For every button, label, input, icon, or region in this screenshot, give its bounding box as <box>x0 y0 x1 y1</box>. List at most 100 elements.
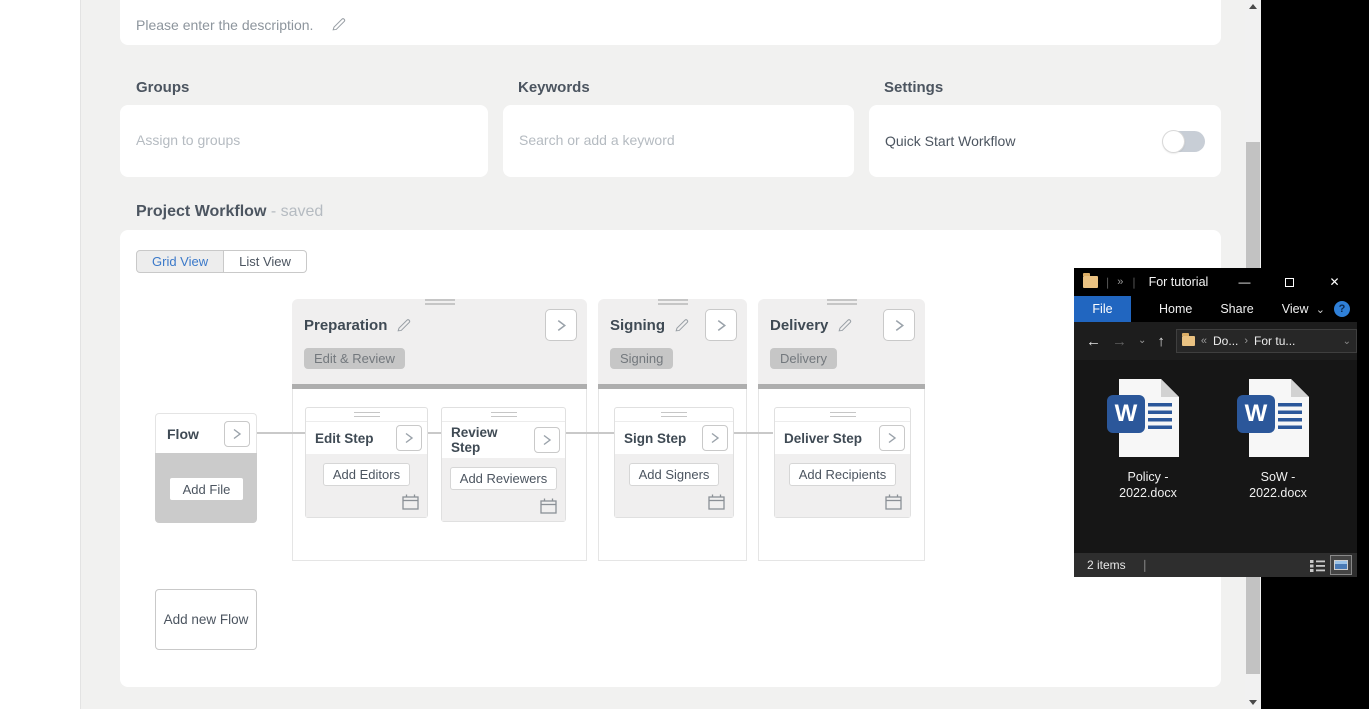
breadcrumb-overflow-icon[interactable]: « <box>1200 335 1208 347</box>
keywords-heading: Keywords <box>518 79 590 96</box>
edit-phase-pencil-icon[interactable] <box>836 317 853 334</box>
phase-preparation: Preparation Edit & Review Edit Step <box>292 293 587 561</box>
edit-description-pencil-icon[interactable] <box>330 16 347 33</box>
description-placeholder[interactable]: Please enter the description. <box>136 16 314 33</box>
step-review: Review Step Add Reviewers <box>441 407 566 522</box>
ribbon-expand-chevron-icon[interactable]: ⌄ <box>1315 303 1325 316</box>
saved-status: - saved <box>270 203 324 220</box>
add-recipients-button[interactable]: Add Recipients <box>788 463 897 486</box>
address-box[interactable]: « Do... › For tu... ⌄ <box>1175 329 1357 353</box>
phase-drag-handle-icon[interactable] <box>826 299 857 305</box>
add-reviewers-button[interactable]: Add Reviewers <box>449 467 558 490</box>
settings-heading: Settings <box>884 79 944 96</box>
step-drag-handle-icon[interactable] <box>775 408 910 422</box>
phase-title: Preparation <box>304 316 388 334</box>
step-drag-handle-icon[interactable] <box>306 408 427 422</box>
left-rail <box>0 0 81 709</box>
tab-share[interactable]: Share <box>1220 302 1254 316</box>
phase-title: Signing <box>610 316 665 334</box>
explorer-status-bar: 2 items ❘ <box>1074 553 1357 577</box>
step-expand-button[interactable] <box>534 427 560 453</box>
file-explorer-window: ❘ » ❘ For tutorial — ✕ File Home Share V… <box>1074 268 1357 577</box>
phase-title: Delivery <box>770 316 829 334</box>
recent-locations-chevron-icon[interactable]: ⌄ <box>1138 335 1147 346</box>
file-name[interactable]: Policy - 2022.docx <box>1119 470 1177 501</box>
edit-phase-pencil-icon[interactable] <box>395 317 412 334</box>
calendar-icon[interactable] <box>402 494 419 510</box>
quick-access-overflow-icon[interactable]: » <box>1117 276 1125 288</box>
address-dropdown-chevron-icon[interactable]: ⌄ <box>1342 335 1351 347</box>
add-signers-button[interactable]: Add Signers <box>628 463 720 486</box>
flow-expand-button[interactable] <box>224 420 250 447</box>
groups-card: Assign to groups <box>120 105 488 177</box>
calendar-icon[interactable] <box>708 494 725 510</box>
step-expand-button[interactable] <box>396 425 422 451</box>
calendar-icon[interactable] <box>540 498 557 514</box>
step-drag-handle-icon[interactable] <box>615 408 733 422</box>
separator: ❘ <box>1103 276 1113 289</box>
file-item-policy[interactable]: W Policy - 2022.docx <box>1096 379 1200 553</box>
quick-start-workflow-toggle[interactable] <box>1163 130 1205 152</box>
file-item-sow[interactable]: W SoW - 2022.docx <box>1226 379 1330 553</box>
minimize-button[interactable]: — <box>1238 275 1251 289</box>
step-expand-button[interactable] <box>702 425 728 451</box>
phase-delivery: Delivery Delivery Deliver Step <box>758 293 925 561</box>
groups-input[interactable]: Assign to groups <box>136 132 241 148</box>
edit-phase-pencil-icon[interactable] <box>673 317 690 334</box>
breadcrumb-chevron-icon[interactable]: › <box>1244 335 1249 347</box>
quick-start-workflow-label: Quick Start Workflow <box>885 133 1016 149</box>
maximize-icon <box>1285 277 1294 287</box>
add-editors-button[interactable]: Add Editors <box>322 463 411 486</box>
description-card: Please enter the description. <box>120 0 1221 45</box>
phase-drag-handle-icon[interactable] <box>657 299 688 305</box>
tab-grid-view[interactable]: Grid View <box>136 250 225 273</box>
phase-tag: Edit & Review <box>304 348 405 369</box>
settings-card: Quick Start Workflow <box>869 105 1221 177</box>
breadcrumb-parent[interactable]: Do... <box>1213 334 1239 348</box>
project-workflow-title: Project Workflow <box>136 203 267 220</box>
tab-file[interactable]: File <box>1074 296 1131 322</box>
step-expand-button[interactable] <box>879 425 905 451</box>
tab-home[interactable]: Home <box>1159 302 1193 316</box>
project-workflow-heading: Project Workflow - saved <box>136 203 323 221</box>
add-new-flow-button[interactable]: Add new Flow <box>155 589 257 650</box>
tab-list-view[interactable]: List View <box>224 250 307 273</box>
breadcrumb-current[interactable]: For tu... <box>1254 334 1296 348</box>
keywords-input[interactable]: Search or add a keyword <box>519 132 675 148</box>
phase-progress-bar <box>292 384 587 389</box>
phase-expand-button[interactable] <box>883 309 915 341</box>
step-title: Edit Step <box>315 430 374 446</box>
scrollbar-up-arrow-icon[interactable] <box>1249 4 1257 9</box>
view-tabs: Grid View List View <box>136 250 307 273</box>
phase-expand-button[interactable] <box>705 309 737 341</box>
web-app-background: Please enter the description. Groups Key… <box>0 0 1261 709</box>
workflow-card: Grid View List View Flow Add File Prepar… <box>120 230 1221 687</box>
word-logo-badge: W <box>1107 395 1145 433</box>
phase-progress-bar <box>758 384 925 389</box>
calendar-icon[interactable] <box>885 494 902 510</box>
help-button[interactable]: ? <box>1334 301 1350 317</box>
step-sign: Sign Step Add Signers <box>614 407 734 518</box>
file-name[interactable]: SoW - 2022.docx <box>1249 470 1307 501</box>
step-edit: Edit Step Add Editors <box>305 407 428 518</box>
maximize-button[interactable] <box>1267 268 1312 296</box>
add-file-button[interactable]: Add File <box>170 478 243 500</box>
back-button[interactable]: ← <box>1086 332 1101 350</box>
phase-drag-handle-icon[interactable] <box>424 299 455 305</box>
keywords-card: Search or add a keyword <box>503 105 854 177</box>
tab-view[interactable]: View <box>1281 302 1309 316</box>
step-drag-handle-icon[interactable] <box>442 408 565 422</box>
groups-heading: Groups <box>136 79 190 96</box>
close-button[interactable]: ✕ <box>1329 275 1340 289</box>
large-icons-view-icon[interactable] <box>1330 555 1352 575</box>
explorer-title-bar[interactable]: ❘ » ❘ For tutorial — ✕ <box>1074 268 1357 296</box>
scrollbar-down-arrow-icon[interactable] <box>1249 700 1257 705</box>
details-view-icon[interactable] <box>1310 559 1325 572</box>
explorer-address-bar: ← → ⌄ ↑ « Do... › For tu... ⌄ <box>1074 322 1357 360</box>
word-document-icon: W <box>1237 379 1309 457</box>
flow-title: Flow <box>167 425 199 442</box>
toggle-knob <box>1163 130 1184 152</box>
phase-expand-button[interactable] <box>545 309 577 341</box>
up-button[interactable]: ↑ <box>1157 332 1165 350</box>
forward-button[interactable]: → <box>1112 332 1127 350</box>
